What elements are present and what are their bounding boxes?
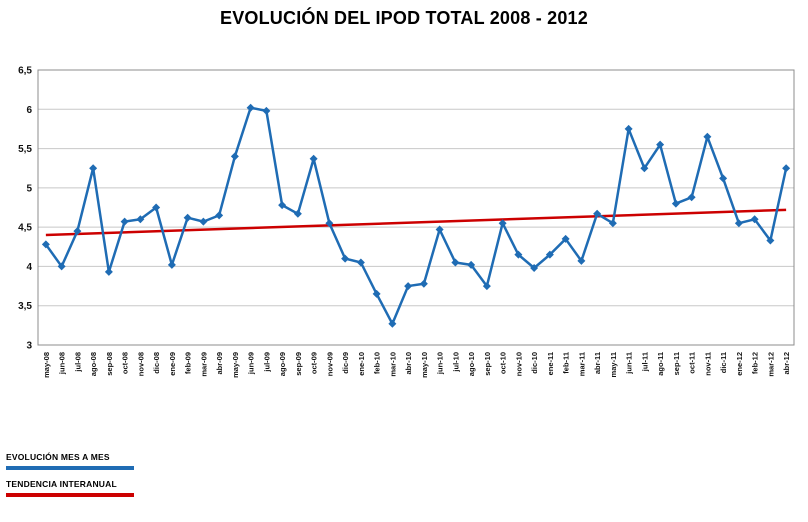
svg-text:mar-09: mar-09 <box>199 352 208 377</box>
svg-text:6: 6 <box>26 105 32 116</box>
legend-item-evolucion: EVOLUCIÓN MES A MES <box>6 452 134 470</box>
svg-text:jun-10: jun-10 <box>436 352 445 375</box>
svg-text:oct-11: oct-11 <box>688 352 697 374</box>
svg-text:jul-11: jul-11 <box>640 352 649 372</box>
svg-text:feb-09: feb-09 <box>184 352 193 374</box>
svg-text:jul-10: jul-10 <box>451 352 460 373</box>
svg-text:3,5: 3,5 <box>18 301 32 312</box>
svg-text:nov-10: nov-10 <box>514 352 523 376</box>
svg-text:feb-12: feb-12 <box>751 352 760 374</box>
svg-text:3: 3 <box>26 341 32 352</box>
svg-text:sep-08: sep-08 <box>105 352 114 376</box>
svg-text:6,5: 6,5 <box>18 66 32 77</box>
svg-text:jun-08: jun-08 <box>58 352 67 375</box>
svg-text:mar-10: mar-10 <box>388 352 397 377</box>
legend-label-evolucion: EVOLUCIÓN MES A MES <box>6 452 110 462</box>
legend-item-tendencia: TENDENCIA INTERANUAL <box>6 479 134 497</box>
svg-text:4: 4 <box>26 262 32 273</box>
svg-text:jul-08: jul-08 <box>73 352 82 373</box>
svg-text:mar-12: mar-12 <box>766 352 775 377</box>
svg-text:ago-11: ago-11 <box>656 352 665 376</box>
legend: EVOLUCIÓN MES A MES TENDENCIA INTERANUAL <box>6 452 134 506</box>
svg-text:feb-10: feb-10 <box>373 352 382 374</box>
svg-text:nov-09: nov-09 <box>325 352 334 376</box>
chart-svg: 3 3,5 4 4,5 5 5,5 6 6,5 may-08 jun-08 jul-08 ago-08… <box>18 66 795 378</box>
svg-text:ene-09: ene-09 <box>168 352 177 376</box>
svg-text:abr-10: abr-10 <box>404 352 413 375</box>
svg-text:5: 5 <box>26 183 32 194</box>
svg-text:dic-08: dic-08 <box>152 352 161 374</box>
svg-text:may-11: may-11 <box>609 352 618 377</box>
svg-text:ago-09: ago-09 <box>278 352 287 376</box>
svg-text:ene-11: ene-11 <box>546 352 555 375</box>
svg-text:dic-09: dic-09 <box>341 352 350 374</box>
svg-text:sep-11: sep-11 <box>672 352 681 375</box>
svg-text:ago-08: ago-08 <box>89 352 98 376</box>
svg-text:sep-09: sep-09 <box>294 352 303 376</box>
svg-text:abr-11: abr-11 <box>593 352 602 374</box>
svg-text:ene-12: ene-12 <box>735 352 744 376</box>
svg-text:may-09: may-09 <box>231 352 240 378</box>
svg-text:may-10: may-10 <box>420 352 429 378</box>
svg-text:oct-09: oct-09 <box>310 352 319 374</box>
svg-text:4,5: 4,5 <box>18 223 32 234</box>
svg-text:jun-11: jun-11 <box>625 352 634 375</box>
chart-title: EVOLUCIÓN DEL IPOD TOTAL 2008 - 2012 <box>220 8 588 28</box>
chart-area: 3 3,5 4 4,5 5 5,5 6 6,5 may-08 jun-08 jul-08 ago-08… <box>0 40 808 410</box>
svg-text:jul-09: jul-09 <box>262 352 271 373</box>
svg-text:oct-08: oct-08 <box>121 352 130 374</box>
svg-text:dic-11: dic-11 <box>719 352 728 373</box>
svg-text:sep-10: sep-10 <box>483 352 492 376</box>
svg-text:5,5: 5,5 <box>18 144 32 155</box>
legend-swatch-evolucion-line <box>6 466 134 470</box>
svg-text:nov-08: nov-08 <box>136 352 145 376</box>
svg-text:ene-10: ene-10 <box>357 352 366 376</box>
legend-swatch-tendencia-line <box>6 493 134 497</box>
legend-label-tendencia: TENDENCIA INTERANUAL <box>6 479 117 489</box>
svg-text:abr-09: abr-09 <box>215 352 224 375</box>
svg-text:dic-10: dic-10 <box>530 352 539 374</box>
svg-text:abr-12: abr-12 <box>782 352 791 375</box>
svg-text:jun-09: jun-09 <box>247 352 256 375</box>
svg-text:nov-11: nov-11 <box>703 352 712 376</box>
svg-text:feb-11: feb-11 <box>562 352 571 374</box>
svg-text:mar-11: mar-11 <box>577 352 586 376</box>
svg-text:ago-10: ago-10 <box>467 352 476 376</box>
svg-text:may-08: may-08 <box>42 352 51 378</box>
svg-text:oct-10: oct-10 <box>499 352 508 374</box>
